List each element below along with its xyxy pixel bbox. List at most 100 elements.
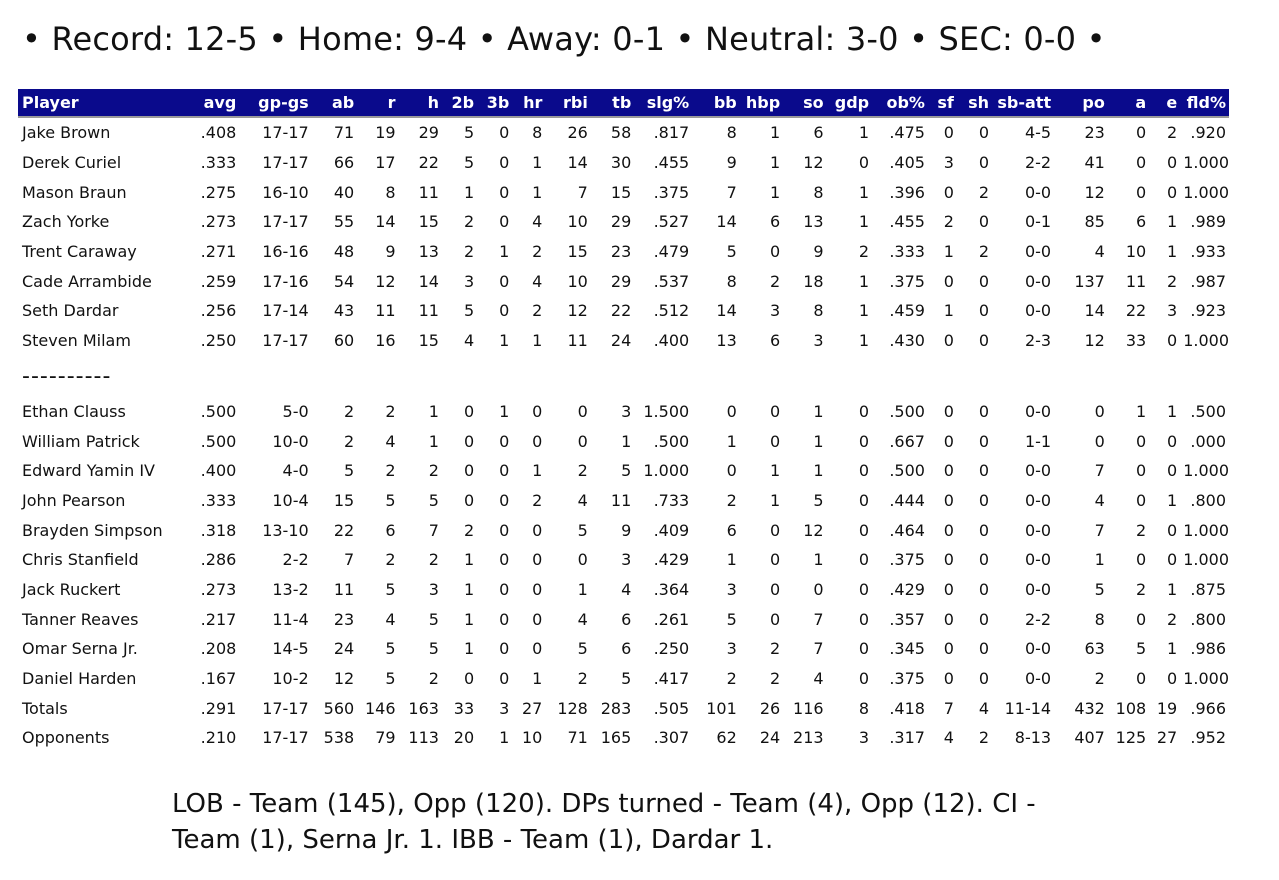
stat-cell: 12 [803,153,824,173]
stat-cell: 4-0 [282,461,309,481]
stat-cell: 2 [978,242,990,262]
stat-cell: .986 [1190,639,1226,659]
stat-cell: 1 [813,550,824,570]
stat-cell: 16 [375,331,396,351]
stat-cell: 0 [499,609,510,629]
stat-cell: 0 [858,550,870,570]
table-row: Daniel Harden .167 10-2 12 5 2 0 0 1 2 5.417 2 2 4 0.3… [18,664,1229,694]
stat-cell: 7 [428,520,439,540]
stat-cell: 2 [858,242,870,262]
stat-cell: 0 [1167,461,1178,481]
stat-cell: 0 [1136,461,1147,481]
stat-cell: 1 [858,331,870,351]
stat-cell: 0 [1094,431,1105,451]
stat-cell: 0 [1136,550,1147,570]
stat-cell: 16-16 [262,242,309,262]
stat-cell: 0 [943,520,954,540]
stat-cell: 1 [463,579,475,599]
stat-cell: 15 [418,331,439,351]
stat-cell: 17-17 [262,728,309,748]
stat-cell: 23 [610,242,632,262]
stat-cell: 1 [1167,579,1178,599]
stat-cell: 11 [333,579,355,599]
stat-cell: .500 [1190,401,1226,421]
table-row: John Pearson .333 10-4 15 5 5 0 0 2 4 11.733 2 1 5 0.4… [18,486,1229,516]
stat-cell: 0 [499,461,510,481]
stat-cell: 5 [385,669,396,689]
stat-cell: 2 [1167,271,1178,291]
column-header: fld% [1180,89,1229,118]
stat-cell: .875 [1190,579,1226,599]
player-name-cell: Zach Yorke [22,212,110,232]
stat-cell: .987 [1190,271,1226,291]
stat-cell: 0 [978,461,990,481]
stat-cell: .667 [889,431,925,451]
stat-cell: 29 [610,271,632,291]
stat-cell: 0 [943,550,954,570]
stat-cell: 19 [375,123,396,143]
table-row: Seth Dardar .256 17-14 43 11 11 5 0 2 12 22.512 14 3… [18,296,1229,326]
stat-cell: 0-0 [1024,301,1052,321]
separator-dashes: ---------- [22,363,112,389]
stat-cell: 4 [463,331,475,351]
stat-cell: .459 [889,301,925,321]
stat-cell: 1 [577,579,588,599]
stat-cell: 283 [600,698,632,718]
stat-cell: 1 [858,301,870,321]
stat-cell: 4 [532,212,543,232]
stat-cell: 1 [499,242,510,262]
stat-cell: 1.000 [1183,520,1230,540]
stat-cell: 5 [463,153,475,173]
stat-cell: 0 [978,550,990,570]
footnote-text: LOB - Team (145), Opp (120). DPs turned … [172,789,1036,855]
stat-cell: .333 [889,242,925,262]
stat-cell: 0 [978,212,990,232]
stat-cell: 66 [333,153,355,173]
stat-cell: 10-0 [272,431,309,451]
column-header: avg [183,89,240,118]
stat-cell: 12 [333,669,355,689]
stat-cell: 1 [1167,212,1178,232]
stat-cell: 0 [978,301,990,321]
stat-cell: 0-0 [1024,271,1052,291]
stat-cell: .405 [889,153,925,173]
stat-cell: .429 [653,550,690,570]
stat-cell: 0 [1167,153,1178,173]
player-name-cell: Brayden Simpson [22,520,163,540]
stat-cell: 14 [1084,301,1105,321]
stat-cell: 5 [385,639,396,659]
stat-cell: 4 [1094,490,1105,510]
player-name-cell: William Patrick [22,431,140,451]
stat-cell: 4 [813,669,824,689]
stat-cell: 24 [333,639,355,659]
stat-cell: 0 [463,461,475,481]
stat-cell: 1.500 [643,401,690,421]
stat-cell: 1 [769,123,781,143]
stat-cell: 7 [1094,461,1105,481]
stat-cell: .400 [200,461,237,481]
column-header: 2b [441,89,478,118]
stat-cell: 0 [499,550,510,570]
stat-cell: 2 [428,669,439,689]
stat-cell: 5 [463,123,475,143]
stat-cell: 0 [532,639,543,659]
stat-cell: 14-5 [272,639,309,659]
column-header: gdp [826,89,873,118]
stat-cell: 0-0 [1024,550,1052,570]
stat-cell: 7 [813,609,824,629]
stat-cell: 2 [463,212,475,232]
stat-cell: 8 [385,182,396,202]
stat-cell: 8-13 [1014,728,1052,748]
stat-cell: 1 [769,461,781,481]
stat-cell: 125 [1115,728,1147,748]
stat-cell: 5 [385,579,396,599]
stat-cell: 0 [726,401,737,421]
stat-cell: 11 [567,331,588,351]
stat-cell: 0 [769,609,781,629]
stat-cell: 2-2 [282,550,309,570]
stat-cell: .418 [889,698,925,718]
stat-cell: 20 [453,728,475,748]
stat-cell: 0 [463,401,475,421]
stat-cell: .333 [200,153,237,173]
column-header: ob% [872,89,928,118]
